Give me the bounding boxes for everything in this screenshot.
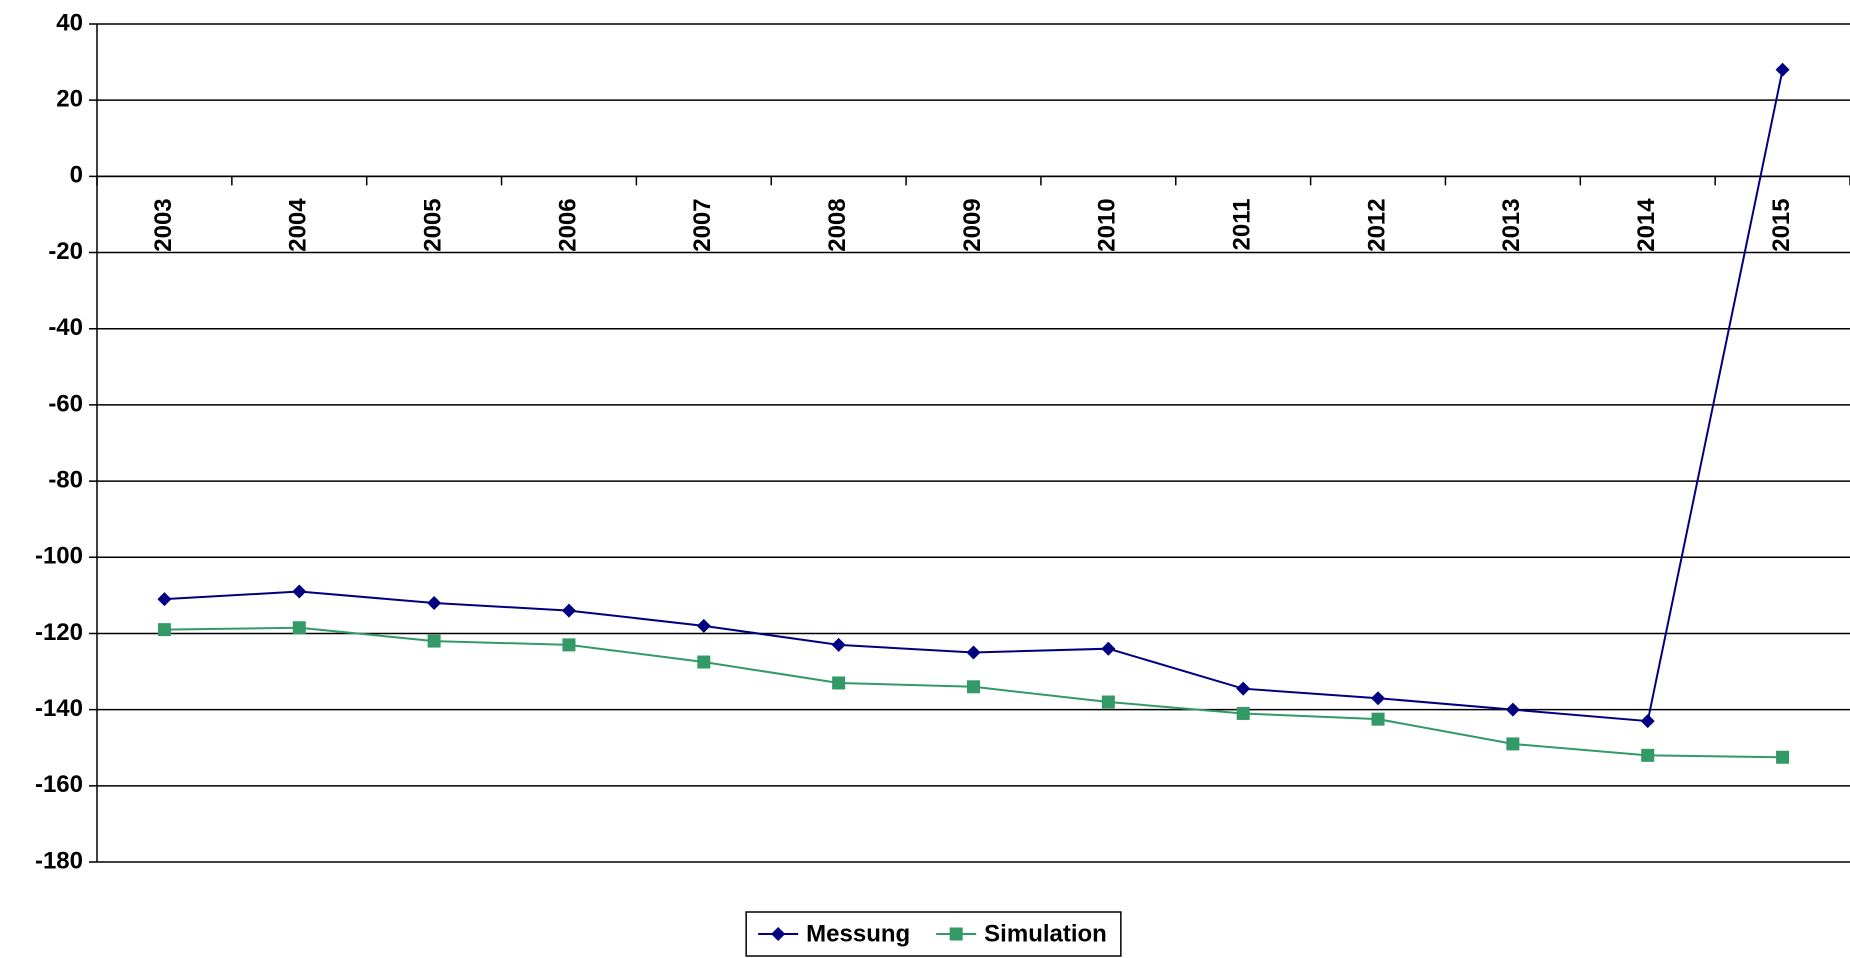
series-line <box>164 69 1784 723</box>
y-tick-label: -100 <box>35 543 83 570</box>
y-tick-label: 0 <box>70 162 83 189</box>
marker <box>157 592 172 607</box>
y-tick-label: -20 <box>48 238 83 265</box>
marker <box>771 927 786 941</box>
x-tick-label: 2014 <box>1633 198 1660 252</box>
marker <box>1640 714 1655 729</box>
y-tick-label: -120 <box>35 619 83 646</box>
y-tick-label: -160 <box>35 771 83 798</box>
marker <box>966 645 981 660</box>
legend: Messung Simulation <box>745 911 1122 957</box>
x-tick-label: 2003 <box>150 198 177 251</box>
x-tick-label: 2008 <box>824 198 851 251</box>
legend-label: Messung <box>806 920 910 947</box>
x-tick-label: 2012 <box>1363 198 1390 251</box>
marker <box>292 584 307 599</box>
x-tick-label: 2011 <box>1229 198 1256 250</box>
marker <box>831 637 846 652</box>
y-tick-label: -60 <box>48 390 83 417</box>
y-tick-label: -140 <box>35 695 83 722</box>
marker <box>696 618 711 633</box>
marker <box>1101 695 1115 709</box>
marker <box>292 621 306 635</box>
x-tick-label: 2005 <box>419 198 446 251</box>
x-tick-label: 2006 <box>554 198 581 251</box>
y-tick-label: -80 <box>48 466 83 493</box>
y-tick-label: -180 <box>35 847 83 874</box>
x-tick-label: 2010 <box>1094 198 1121 251</box>
x-tick-label: 2009 <box>959 198 986 251</box>
marker <box>1505 702 1520 717</box>
marker <box>1236 681 1251 696</box>
marker <box>949 927 963 941</box>
legend-label: Simulation <box>984 920 1107 947</box>
marker <box>1506 737 1520 751</box>
marker <box>1775 62 1790 77</box>
y-tick-label: 20 <box>56 86 83 113</box>
marker <box>832 676 846 690</box>
y-tick-label: 40 <box>56 9 83 36</box>
marker <box>697 655 711 669</box>
marker <box>1371 691 1386 706</box>
marker <box>1101 641 1116 656</box>
marker <box>1236 706 1250 720</box>
marker <box>561 603 576 618</box>
legend-box <box>745 911 1122 957</box>
marker <box>562 638 576 652</box>
marker <box>1776 750 1790 764</box>
x-tick-label: 2007 <box>689 198 716 251</box>
marker <box>1641 748 1655 762</box>
x-tick-label: 2004 <box>285 198 312 252</box>
y-tick-label: -40 <box>48 314 83 341</box>
x-tick-label: 2013 <box>1498 198 1525 251</box>
x-tick-label: 2015 <box>1768 198 1795 251</box>
marker <box>157 623 171 637</box>
marker <box>427 595 442 610</box>
marker <box>427 634 441 648</box>
marker <box>967 680 980 694</box>
marker <box>1371 712 1385 726</box>
